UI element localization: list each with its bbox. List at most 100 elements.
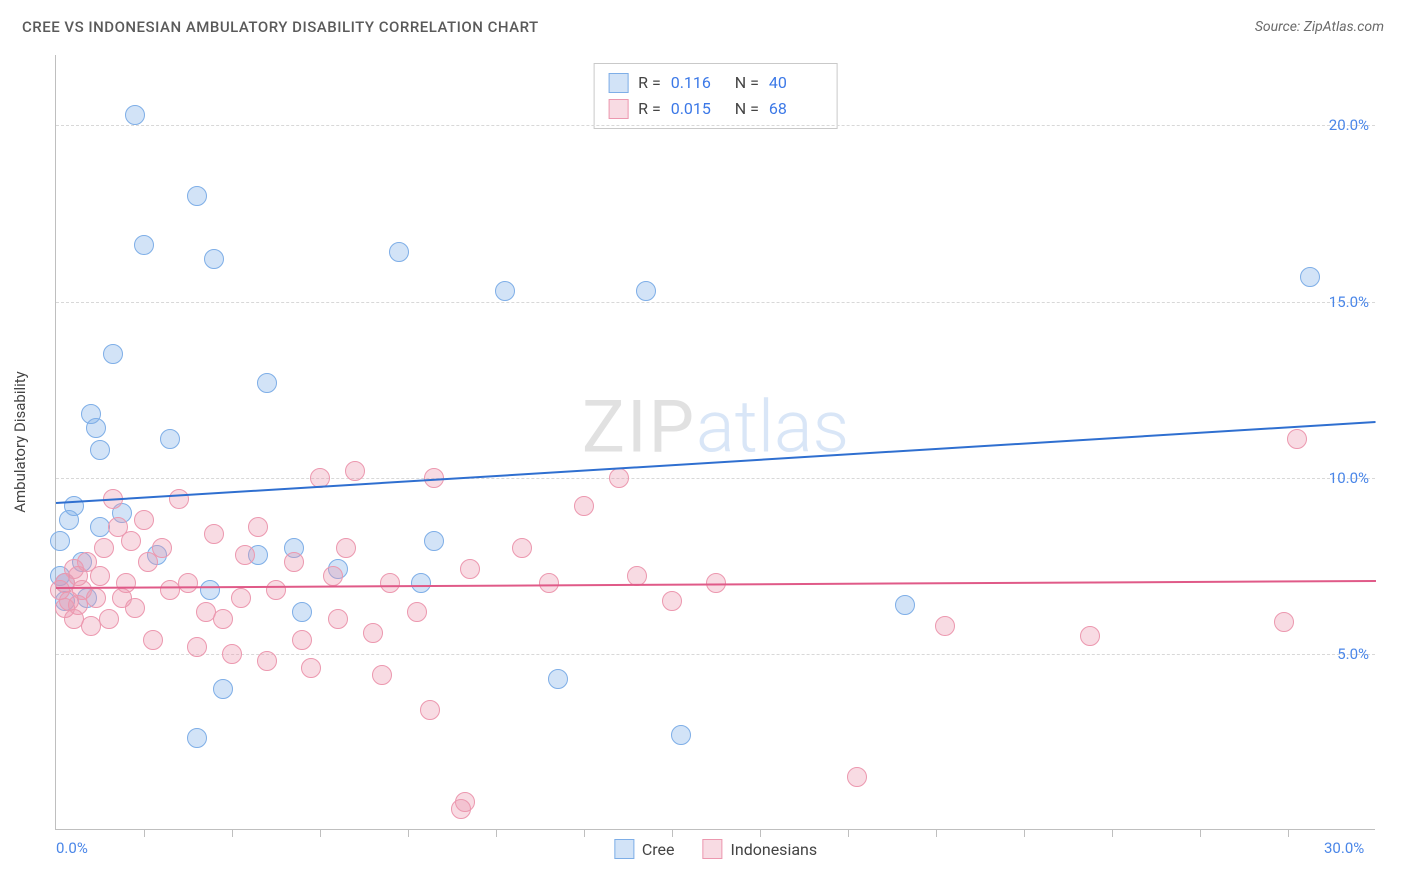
data-point-cree	[495, 281, 515, 301]
y-tick-label: 20.0%	[1329, 116, 1369, 134]
data-point-indonesians	[257, 651, 277, 671]
data-point-cree	[64, 496, 84, 516]
x-tick	[320, 829, 321, 837]
data-point-indonesians	[323, 566, 343, 586]
r-value-indonesians: 0.015	[671, 96, 725, 122]
data-point-cree	[86, 418, 106, 438]
data-point-indonesians	[231, 588, 251, 608]
data-point-indonesians	[86, 588, 106, 608]
data-point-indonesians	[372, 665, 392, 685]
data-point-indonesians	[125, 598, 145, 618]
x-tick	[408, 829, 409, 837]
data-point-indonesians	[301, 658, 321, 678]
data-point-indonesians	[345, 461, 365, 481]
r-label: R =	[638, 70, 661, 96]
grid-line	[56, 125, 1375, 126]
x-tick-label: 30.0%	[1324, 839, 1364, 857]
data-point-indonesians	[266, 580, 286, 600]
data-point-indonesians	[380, 573, 400, 593]
data-point-indonesians	[455, 792, 475, 812]
data-point-cree	[134, 235, 154, 255]
data-point-indonesians	[235, 545, 255, 565]
data-point-cree	[292, 602, 312, 622]
chart-header: CREE VS INDONESIAN AMBULATORY DISABILITY…	[22, 18, 1384, 36]
plot-area: Ambulatory Disability ZIPatlas R = 0.116…	[55, 55, 1375, 830]
x-tick	[848, 829, 849, 837]
data-point-indonesians	[336, 538, 356, 558]
data-point-indonesians	[178, 573, 198, 593]
legend-row-cree: R = 0.116 N = 40	[608, 70, 823, 96]
data-point-indonesians	[99, 609, 119, 629]
x-tick	[936, 829, 937, 837]
x-tick-label: 0.0%	[56, 839, 88, 857]
chart-source: Source: ZipAtlas.com	[1255, 19, 1384, 35]
data-point-indonesians	[134, 510, 154, 530]
data-point-cree	[1300, 267, 1320, 287]
data-point-cree	[160, 429, 180, 449]
swatch-indonesians	[703, 839, 723, 859]
data-point-indonesians	[204, 524, 224, 544]
r-label: R =	[638, 96, 661, 122]
data-point-cree	[636, 281, 656, 301]
data-point-cree	[125, 105, 145, 125]
n-value-indonesians: 68	[769, 96, 823, 122]
y-axis-label: Ambulatory Disability	[11, 371, 29, 513]
legend-item-cree: Cree	[614, 839, 675, 859]
data-point-indonesians	[187, 637, 207, 657]
data-point-cree	[671, 725, 691, 745]
x-tick	[584, 829, 585, 837]
data-point-indonesians	[512, 538, 532, 558]
x-tick	[1112, 829, 1113, 837]
grid-line	[56, 478, 1375, 479]
data-point-indonesians	[420, 700, 440, 720]
data-point-indonesians	[407, 602, 427, 622]
data-point-cree	[895, 595, 915, 615]
x-tick	[232, 829, 233, 837]
x-tick	[1200, 829, 1201, 837]
legend-label-indonesians: Indonesians	[731, 840, 818, 859]
data-point-cree	[200, 580, 220, 600]
n-label: N =	[735, 70, 759, 96]
data-point-indonesians	[328, 609, 348, 629]
legend-row-indonesians: R = 0.015 N = 68	[608, 96, 823, 122]
x-tick	[1024, 829, 1025, 837]
n-label: N =	[735, 96, 759, 122]
data-point-indonesians	[213, 609, 233, 629]
grid-line	[56, 302, 1375, 303]
data-point-indonesians	[662, 591, 682, 611]
data-point-indonesians	[169, 489, 189, 509]
legend-item-indonesians: Indonesians	[703, 839, 818, 859]
y-tick-label: 10.0%	[1329, 469, 1369, 487]
data-point-indonesians	[1287, 429, 1307, 449]
x-tick	[144, 829, 145, 837]
x-tick	[760, 829, 761, 837]
data-point-cree	[187, 186, 207, 206]
data-point-cree	[50, 531, 70, 551]
legend-label-cree: Cree	[642, 840, 675, 859]
data-point-indonesians	[121, 531, 141, 551]
trend-line-cree	[56, 421, 1376, 504]
data-point-indonesians	[248, 517, 268, 537]
x-tick	[496, 829, 497, 837]
swatch-cree	[608, 73, 628, 93]
correlation-legend: R = 0.116 N = 40 R = 0.015 N = 68	[593, 63, 838, 129]
data-point-cree	[187, 728, 207, 748]
data-point-cree	[411, 573, 431, 593]
data-point-indonesians	[935, 616, 955, 636]
swatch-cree	[614, 839, 634, 859]
data-point-indonesians	[222, 644, 242, 664]
data-point-cree	[548, 669, 568, 689]
data-point-indonesians	[284, 552, 304, 572]
data-point-cree	[103, 344, 123, 364]
data-point-cree	[424, 531, 444, 551]
data-point-indonesians	[574, 496, 594, 516]
data-point-cree	[204, 249, 224, 269]
y-tick-label: 5.0%	[1337, 645, 1369, 663]
data-point-indonesians	[94, 538, 114, 558]
data-point-indonesians	[1080, 626, 1100, 646]
watermark-zip: ZIP	[582, 384, 696, 469]
series-legend: Cree Indonesians	[614, 839, 817, 859]
data-point-indonesians	[152, 538, 172, 558]
data-point-indonesians	[116, 573, 136, 593]
data-point-indonesians	[292, 630, 312, 650]
